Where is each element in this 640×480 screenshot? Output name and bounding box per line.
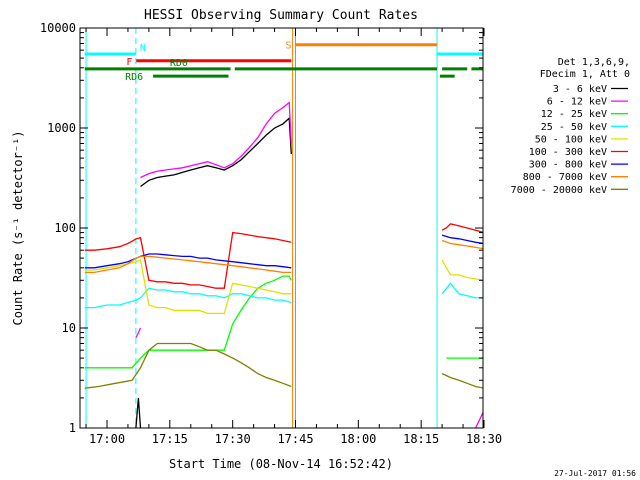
series-line bbox=[441, 373, 483, 389]
series-line bbox=[84, 342, 292, 389]
series-line bbox=[84, 255, 292, 274]
legend-label: 100 - 300 keV bbox=[529, 147, 607, 158]
chart-title: HESSI Observing Summary Count Rates bbox=[144, 8, 418, 23]
legend-label: 300 - 800 keV bbox=[529, 160, 607, 171]
series-line bbox=[84, 231, 292, 289]
series-line bbox=[441, 223, 483, 233]
legend-label: 800 - 7000 keV bbox=[523, 172, 607, 183]
flag-label-rd6: RD6 bbox=[125, 72, 143, 83]
legend-label: 50 - 100 keV bbox=[535, 134, 607, 145]
x-tick-label: 17:15 bbox=[152, 432, 188, 446]
x-tick-label: 18:30 bbox=[466, 432, 502, 446]
y-tick-label: 10000 bbox=[40, 21, 76, 35]
legend-label: 12 - 25 keV bbox=[541, 109, 607, 120]
series-line bbox=[135, 397, 142, 428]
y-tick-label: 1000 bbox=[47, 121, 76, 135]
x-tick-label: 17:45 bbox=[277, 432, 313, 446]
series-line bbox=[441, 259, 483, 281]
x-tick-label: 18:15 bbox=[403, 432, 439, 446]
y-tick-label: 1 bbox=[69, 421, 76, 435]
series-line bbox=[441, 239, 483, 250]
x-axis-label: Start Time (08-Nov-14 16:52:42) bbox=[169, 457, 393, 471]
x-tick-label: 17:00 bbox=[89, 432, 125, 446]
flag-label-f: F bbox=[126, 57, 132, 68]
y-axis-label: Count Rate (s⁻¹ detector⁻¹) bbox=[11, 130, 25, 325]
series-line bbox=[84, 253, 292, 269]
legend-header: Det 1,3,6,9, bbox=[558, 57, 630, 68]
series-line bbox=[475, 410, 483, 428]
flag-label-rd0: RD0 bbox=[170, 58, 188, 69]
x-tick-label: 17:30 bbox=[215, 432, 251, 446]
series-line bbox=[441, 282, 483, 299]
series-line bbox=[140, 101, 292, 179]
legend: Det 1,3,6,9,FDecim 1, Att 0 3 - 6 keV 6 - … bbox=[511, 57, 630, 196]
y-tick-label: 100 bbox=[54, 221, 76, 235]
series-line bbox=[140, 116, 292, 188]
series-line bbox=[441, 234, 483, 245]
legend-label: 6 - 12 keV bbox=[547, 97, 607, 108]
flag-label-s: S bbox=[286, 41, 292, 52]
y-tick-label: 10 bbox=[62, 321, 76, 335]
x-tick-label: 18:00 bbox=[340, 432, 376, 446]
flag-label-n: N bbox=[140, 43, 146, 54]
plot-area: N S F RD0 RD6 1 10 100 1000 10000 17:00 17:15 17:30 1… bbox=[40, 21, 502, 446]
series-line bbox=[135, 327, 142, 338]
legend-label: 7000 - 20000 keV bbox=[511, 185, 607, 196]
date-stamp: 27-Jul-2017 01:56 bbox=[554, 469, 636, 478]
legend-label: 3 - 6 keV bbox=[553, 84, 607, 95]
legend-label: 25 - 50 keV bbox=[541, 122, 607, 133]
series-line bbox=[84, 275, 292, 369]
plot-clip-group: N S F RD0 RD6 bbox=[84, 28, 483, 428]
legend-header: FDecim 1, Att 0 bbox=[540, 69, 630, 80]
series-line bbox=[84, 287, 292, 309]
